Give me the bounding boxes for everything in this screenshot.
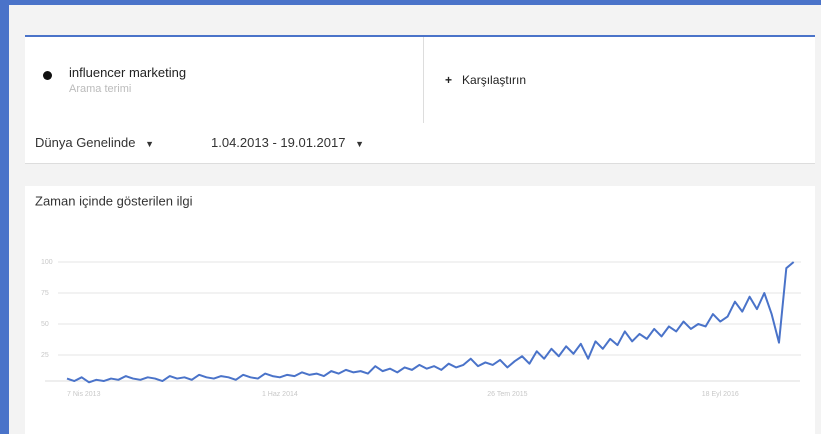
dropdown-arrow: ▼ xyxy=(145,139,155,149)
x-tick-label: 1 Haz 2014 xyxy=(262,391,298,398)
compare-button[interactable]: + Karşılaştırın xyxy=(445,73,526,87)
y-tick-label: 75 xyxy=(41,290,49,297)
x-tick-label: 7 Nis 2013 xyxy=(67,391,101,398)
region-label: Dünya Genelinde xyxy=(35,135,136,150)
trend-line xyxy=(66,261,795,384)
series-dot xyxy=(43,71,52,80)
filters: Dünya Genelinde ▼ 1.04.2013 - 19.01.2017… xyxy=(25,123,815,164)
term-type: Arama terimi xyxy=(69,83,132,95)
plus-icon: + xyxy=(445,73,453,87)
y-tick-label: 100 xyxy=(41,259,53,266)
x-tick-label: 26 Tem 2015 xyxy=(487,391,527,398)
search-term[interactable]: influencer marketing Arama terimi xyxy=(25,37,424,125)
dropdown-arrow: ▼ xyxy=(355,139,364,149)
date-label: 1.04.2013 - 19.01.2017 xyxy=(211,135,346,150)
term-name: influencer marketing xyxy=(69,65,187,80)
chart-card: Zaman içinde gösterilen ilgi 25 50 75 100 7 … xyxy=(25,186,815,436)
search-card: influencer marketing Arama terimi + Karşı… xyxy=(25,35,815,126)
region-filter[interactable]: Dünya Genelinde ▼ xyxy=(35,135,154,150)
y-tick-label: 50 xyxy=(41,321,49,328)
y-tick-label: 25 xyxy=(41,352,49,359)
chart-title: Zaman içinde gösterilen ilgi xyxy=(35,193,193,208)
date-filter[interactable]: 1.04.2013 - 19.01.2017 ▼ xyxy=(211,135,364,150)
x-tick-label: 18 Eyl 2016 xyxy=(702,391,739,398)
chart: Zaman içinde gösterilen ilgi 25 50 75 100 7 … xyxy=(35,193,801,398)
compare-label: Karşılaştırın xyxy=(462,73,527,87)
